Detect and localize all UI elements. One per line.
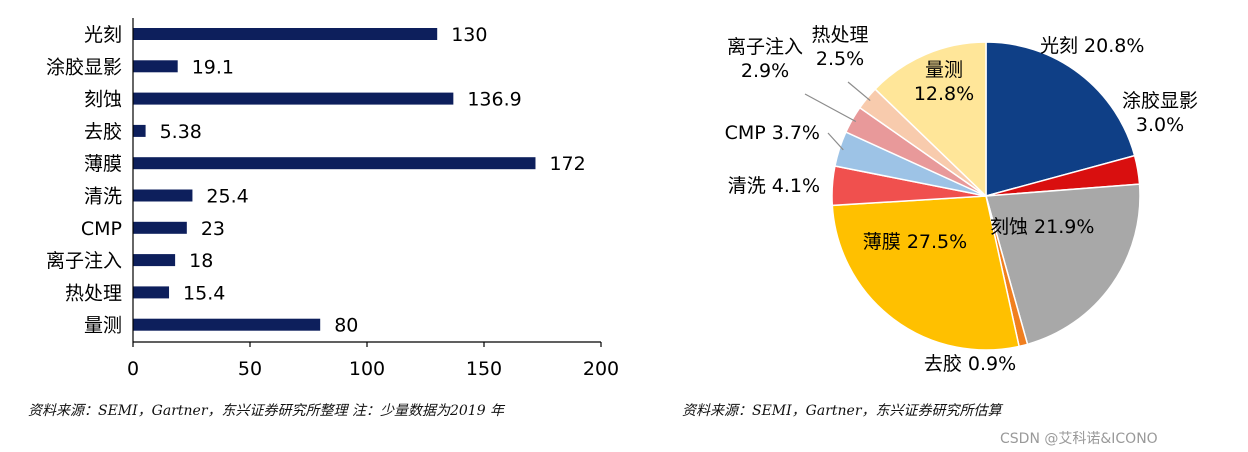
bar-3: [133, 124, 146, 137]
category-label: 薄膜: [84, 153, 122, 175]
pie-label-3: 去胶 0.9%: [924, 353, 1016, 375]
pie-pct-9: 12.8%: [914, 83, 974, 105]
category-label: CMP: [81, 218, 122, 240]
bar-0: [133, 28, 438, 40]
value-label: 23: [201, 218, 225, 240]
bar-7: [133, 254, 176, 267]
pie-label-7: 离子注入: [727, 36, 803, 58]
source-note-right: 资料来源：SEMI，Gartner，东兴证券研究所估算: [682, 403, 1002, 419]
leader-line-7: [804, 93, 857, 123]
category-label: 涂胶显影: [46, 56, 122, 78]
x-tick-label: 150: [466, 358, 502, 380]
pie-label-4: 薄膜 27.5%: [863, 231, 967, 253]
value-label: 130: [451, 24, 487, 46]
pie-label-1: 涂胶显影: [1122, 90, 1198, 112]
pie-label-8: 热处理: [811, 24, 868, 46]
value-label: 25.4: [206, 186, 248, 208]
pie-label-5: 清洗 4.1%: [728, 175, 820, 197]
value-label: 5.38: [160, 121, 202, 143]
category-label: 热处理: [65, 282, 122, 304]
value-label: 172: [549, 153, 585, 175]
category-label: 去胶: [84, 121, 122, 143]
pie-label-6: CMP 3.7%: [725, 122, 820, 144]
pie-pct-1: 3.0%: [1136, 114, 1184, 136]
pie-slice-4: [831, 195, 1020, 351]
value-label: 15.4: [183, 282, 225, 304]
watermark: CSDN @艾科诺&ICONO: [1000, 431, 1158, 447]
pie-slice-0: [985, 41, 1136, 197]
x-tick-label: 200: [583, 358, 619, 380]
bar-2: [133, 92, 454, 105]
category-label: 清洗: [84, 186, 122, 208]
pie-slice-2: [985, 183, 1141, 346]
leader-line-8: [847, 81, 871, 102]
pie-label-9: 量测: [925, 59, 963, 81]
pie-pct-8: 2.5%: [816, 48, 864, 70]
x-tick-label: 50: [238, 358, 262, 380]
source-note-left: 资料来源：SEMI，Gartner，东兴证券研究所整理 注：少量数据为2019 …: [28, 403, 505, 419]
value-label: 19.1: [192, 56, 234, 78]
leader-line-6: [827, 132, 844, 151]
pie-label-0: 光刻 20.8%: [1040, 35, 1144, 57]
pie-pct-7: 2.9%: [741, 60, 789, 82]
bar-8: [133, 286, 170, 299]
category-label: 刻蚀: [84, 89, 122, 111]
category-label: 离子注入: [46, 250, 122, 272]
pie-label-2: 刻蚀 21.9%: [990, 216, 1094, 238]
x-tick-label: 0: [127, 358, 139, 380]
bar-4: [133, 157, 536, 170]
bar-5: [133, 189, 193, 202]
x-tick-label: 100: [349, 358, 385, 380]
bar-chart: 光刻 130 涂胶显影 19.1 刻蚀 136.9 去胶 5.38 薄膜 172 清洗 25.4 CMP…: [46, 18, 619, 380]
bar-1: [133, 60, 178, 73]
pie-slice-9: [874, 41, 987, 198]
category-label: 光刻: [84, 24, 122, 46]
value-label: 80: [334, 315, 358, 337]
category-label: 量测: [84, 315, 122, 337]
bar-6: [133, 221, 187, 234]
value-label: 136.9: [467, 89, 521, 111]
bar-9: [133, 318, 321, 331]
value-label: 18: [189, 250, 213, 272]
